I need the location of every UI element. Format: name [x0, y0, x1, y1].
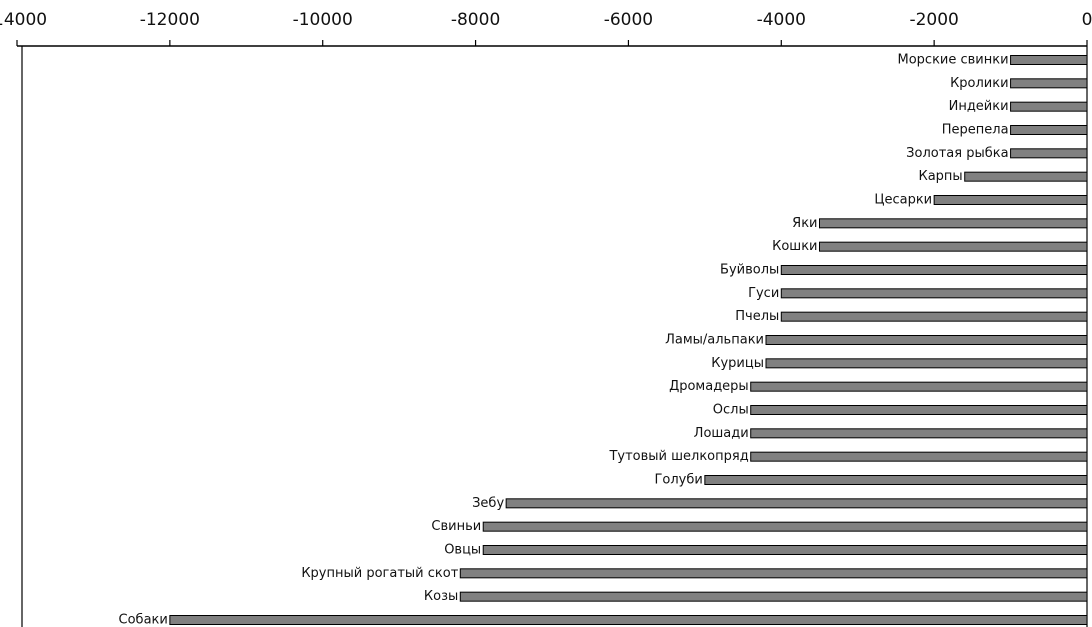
category-label: Кролики — [950, 76, 1009, 91]
bar — [750, 428, 1088, 439]
bar — [1010, 55, 1088, 65]
bar — [459, 591, 1088, 602]
bar — [780, 288, 1088, 299]
bar — [750, 381, 1088, 392]
bar — [750, 405, 1088, 415]
bar — [750, 451, 1088, 462]
bar — [1010, 78, 1088, 89]
category-label: Свиньи — [431, 519, 481, 534]
category-label: Собаки — [119, 613, 168, 627]
category-label: Индейки — [949, 99, 1009, 114]
bar — [482, 521, 1088, 532]
bar — [1010, 148, 1088, 159]
x-tick-label: -6000 — [604, 10, 653, 30]
category-label: Козы — [424, 589, 458, 604]
category-label: Цесарки — [874, 193, 932, 208]
x-tick-label: -10000 — [293, 10, 353, 30]
bar — [459, 568, 1088, 579]
category-label: Морские свинки — [898, 53, 1009, 68]
bar — [765, 358, 1088, 369]
category-label: Перепела — [942, 123, 1009, 138]
category-label: Тутовый шелкопряд — [608, 449, 748, 464]
x-tick-label: -4000 — [757, 10, 806, 30]
category-label: Курицы — [711, 356, 764, 371]
category-label: Буйволы — [720, 263, 779, 278]
bar — [1010, 101, 1088, 112]
category-label: Кошки — [772, 239, 817, 254]
x-tick-label: 0 — [1082, 10, 1092, 30]
bar — [780, 311, 1088, 322]
bar — [780, 265, 1088, 275]
bar — [819, 241, 1088, 252]
category-label: Крупный рогатый скот — [301, 566, 458, 581]
bar — [933, 195, 1088, 205]
bar — [765, 335, 1088, 345]
category-label: Лошади — [694, 426, 749, 441]
bar — [482, 545, 1088, 555]
x-tick-label: -14000 — [0, 10, 47, 30]
x-tick-label: -8000 — [451, 10, 500, 30]
bar — [964, 171, 1088, 182]
category-label: Яки — [792, 216, 817, 231]
category-label: Ослы — [713, 403, 749, 418]
bar — [1010, 125, 1088, 135]
category-label: Пчелы — [735, 309, 779, 324]
category-label: Зебу — [472, 496, 504, 511]
category-label: Золотая рыбка — [906, 146, 1008, 161]
bar — [819, 218, 1088, 229]
category-label: Овцы — [444, 543, 481, 558]
category-label: Дромадеры — [669, 379, 749, 394]
category-label: Голуби — [654, 473, 702, 488]
bar — [169, 615, 1088, 625]
category-label: Гуси — [748, 286, 779, 301]
bar — [505, 498, 1088, 509]
x-tick-label: -12000 — [140, 10, 200, 30]
category-label: Карпы — [918, 169, 962, 184]
category-label: Ламы/альпаки — [665, 333, 764, 348]
x-tick-label: -2000 — [909, 10, 958, 30]
bar — [704, 475, 1088, 485]
